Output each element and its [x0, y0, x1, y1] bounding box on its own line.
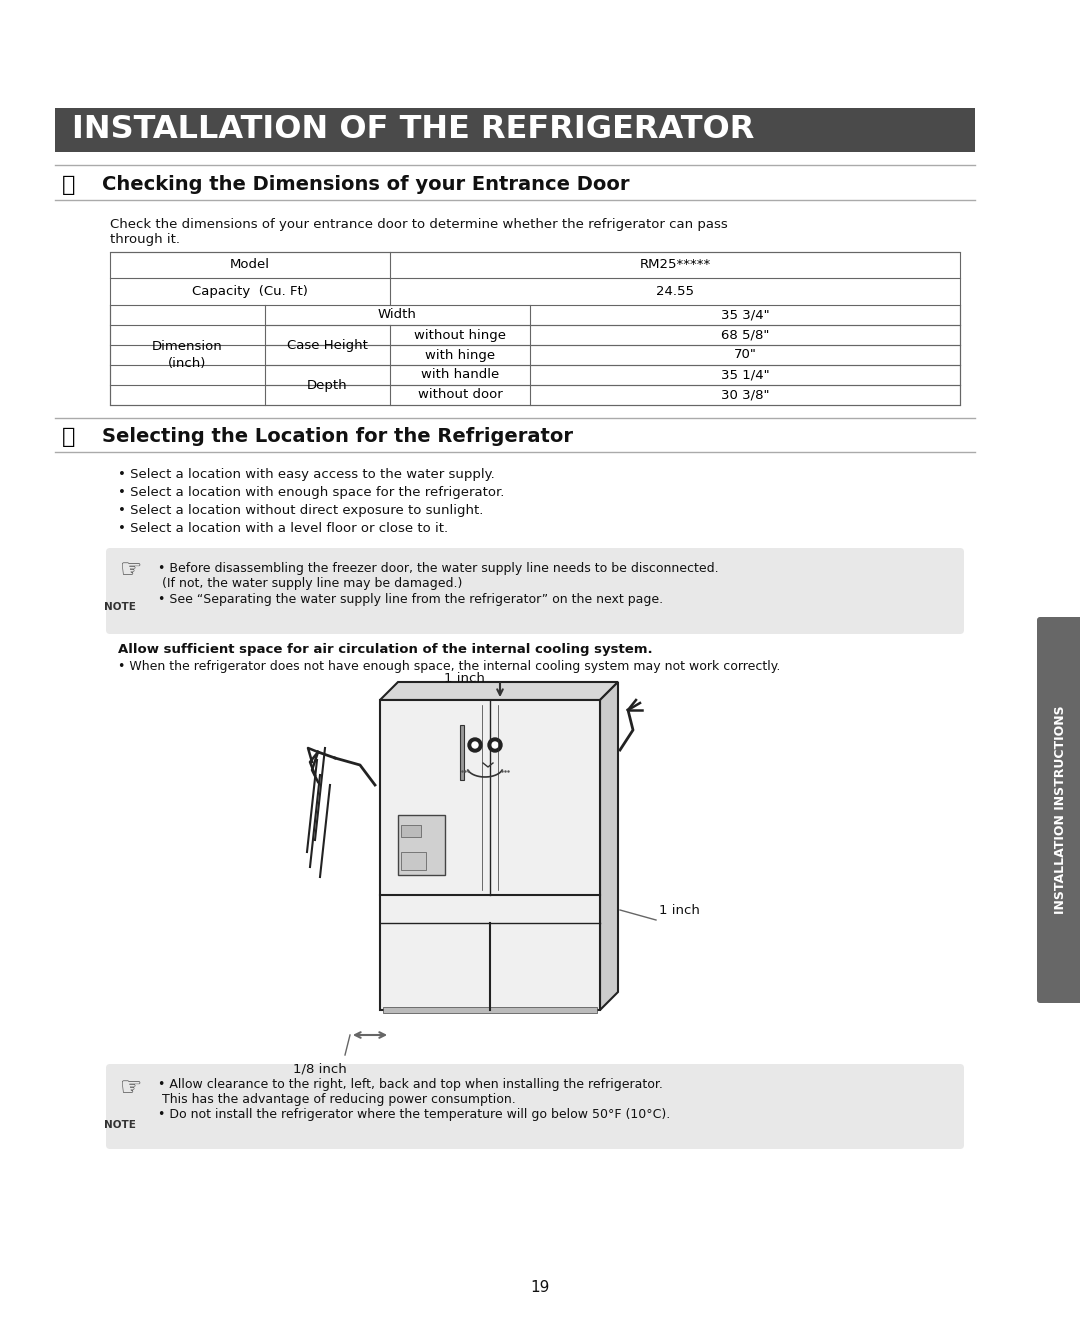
Text: INSTALLATION INSTRUCTIONS: INSTALLATION INSTRUCTIONS: [1053, 706, 1067, 914]
Text: ☞: ☞: [120, 558, 143, 582]
Text: Case Height: Case Height: [287, 339, 368, 351]
Text: 70": 70": [733, 348, 756, 361]
Text: Selecting the Location for the Refrigerator: Selecting the Location for the Refrigera…: [102, 427, 573, 447]
FancyBboxPatch shape: [1037, 617, 1080, 1002]
Text: with hinge: with hinge: [424, 348, 495, 361]
Polygon shape: [600, 682, 618, 1010]
Circle shape: [472, 743, 478, 748]
Text: • Select a location without direct exposure to sunlight.: • Select a location without direct expos…: [118, 504, 484, 517]
Bar: [460, 725, 464, 780]
Text: Allow sufficient space for air circulation of the internal cooling system.: Allow sufficient space for air circulati…: [118, 642, 652, 656]
Text: 68 5/8": 68 5/8": [720, 328, 769, 342]
Text: 1/8 inch: 1/8 inch: [293, 1063, 347, 1076]
Text: 19: 19: [530, 1279, 550, 1295]
Circle shape: [488, 739, 502, 752]
Text: Depth: Depth: [307, 379, 348, 392]
Text: NOTE: NOTE: [104, 601, 136, 612]
Text: This has the advantage of reducing power consumption.: This has the advantage of reducing power…: [162, 1093, 516, 1107]
Circle shape: [468, 739, 482, 752]
Text: 1 inch: 1 inch: [444, 671, 485, 685]
Text: INSTALLATION OF THE REFRIGERATOR: INSTALLATION OF THE REFRIGERATOR: [72, 115, 754, 145]
Text: • Before disassembling the freezer door, the water supply line needs to be disco: • Before disassembling the freezer door,…: [158, 562, 718, 575]
Polygon shape: [380, 682, 618, 700]
Text: Capacity  (Cu. Ft): Capacity (Cu. Ft): [192, 285, 308, 298]
Text: • Allow clearance to the right, left, back and top when installing the refrigera: • Allow clearance to the right, left, ba…: [158, 1078, 663, 1091]
Bar: [110, 252, 960, 405]
Text: through it.: through it.: [110, 233, 180, 247]
Text: 🦆: 🦆: [62, 427, 76, 447]
Text: 24.55: 24.55: [656, 285, 694, 298]
Text: • Do not install the refrigerator where the temperature will go below 50°F (10°C: • Do not install the refrigerator where …: [158, 1108, 671, 1121]
Text: 1 inch: 1 inch: [659, 904, 700, 917]
Circle shape: [492, 743, 498, 748]
Text: 🦆: 🦆: [62, 175, 76, 195]
Bar: [380, 700, 600, 1010]
Text: Dimension
(inch): Dimension (inch): [152, 340, 222, 371]
Text: 30 3/8": 30 3/8": [720, 389, 769, 401]
FancyBboxPatch shape: [106, 547, 964, 634]
Text: Model: Model: [230, 259, 270, 272]
Bar: [55, 108, 975, 152]
Text: • Select a location with easy access to the water supply.: • Select a location with easy access to …: [118, 468, 495, 481]
Text: without hinge: without hinge: [414, 328, 507, 342]
Text: Width: Width: [378, 309, 417, 322]
Text: • Select a location with enough space for the refrigerator.: • Select a location with enough space fo…: [118, 485, 504, 499]
Text: without door: without door: [418, 389, 502, 401]
Text: 35 1/4": 35 1/4": [720, 368, 769, 381]
Bar: [401, 824, 421, 838]
Text: (If not, the water supply line may be damaged.): (If not, the water supply line may be da…: [162, 576, 462, 590]
Bar: [383, 1006, 597, 1013]
Text: with handle: with handle: [421, 368, 499, 381]
FancyBboxPatch shape: [106, 1064, 964, 1149]
Text: NOTE: NOTE: [104, 1120, 136, 1130]
Bar: [401, 852, 426, 871]
Text: RM25*****: RM25*****: [639, 259, 711, 272]
Text: • Select a location with a level floor or close to it.: • Select a location with a level floor o…: [118, 522, 448, 536]
Bar: [399, 815, 445, 874]
Text: Checking the Dimensions of your Entrance Door: Checking the Dimensions of your Entrance…: [102, 175, 630, 194]
Text: • See “Separating the water supply line from the refrigerator” on the next page.: • See “Separating the water supply line …: [158, 594, 663, 605]
Text: ☞: ☞: [120, 1076, 143, 1100]
Text: Check the dimensions of your entrance door to determine whether the refrigerator: Check the dimensions of your entrance do…: [110, 218, 728, 231]
Text: 35 3/4": 35 3/4": [720, 309, 769, 322]
Text: • When the refrigerator does not have enough space, the internal cooling system : • When the refrigerator does not have en…: [118, 660, 781, 673]
